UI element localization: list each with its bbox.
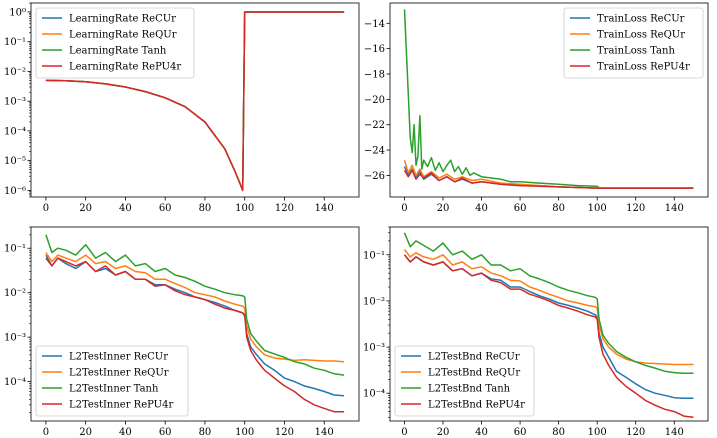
y-tick-label: −26 <box>364 171 385 182</box>
x-tick-label: 120 <box>275 203 294 214</box>
legend-frame <box>394 345 535 417</box>
legend-label: LearningRate RePU4r <box>69 62 181 73</box>
legend-label: L2TestBnd Tanh <box>428 384 511 395</box>
y-tick-label: 10⁻¹ <box>4 37 26 48</box>
y-tick-label: −20 <box>364 95 385 106</box>
x-tick-label: 120 <box>626 203 645 214</box>
legend: TrainLoss ReCUr TrainLoss ReQUr TrainLoss … <box>563 7 704 79</box>
x-tick-label: 120 <box>626 427 645 438</box>
legend-frame <box>35 345 189 417</box>
y-tick-label: 10⁻³ <box>4 97 26 108</box>
y-tick-label: −22 <box>364 120 385 131</box>
x-tick-label: 100 <box>588 203 607 214</box>
y-tick-label: 10⁻¹ <box>363 250 385 261</box>
series-line-2 <box>45 252 345 363</box>
y-tick-label: −16 <box>364 44 385 55</box>
series-line-4 <box>403 169 694 189</box>
chart-panel-2: 0 20 40 60 80 100 120 140 −26 −24 −22 −20 −18 −16 −14 T… <box>364 2 709 214</box>
series-line-3 <box>45 234 345 376</box>
legend: L2TestBnd ReCUr L2TestBnd ReQUr L2TestBnd … <box>394 345 535 417</box>
legend-label: L2TestInner Tanh <box>69 384 159 395</box>
y-tick-label: 10⁻² <box>4 67 26 78</box>
legend-label: TrainLoss ReCUr <box>597 14 685 25</box>
x-tick-label: 100 <box>235 203 254 214</box>
x-tick-label: 0 <box>43 203 49 214</box>
x-tick-label: 0 <box>43 427 49 438</box>
x-tick-label: 20 <box>437 203 450 214</box>
series-line-4 <box>45 11 345 192</box>
legend-label: L2TestBnd RePU4r <box>428 400 525 411</box>
legend-label: LearningRate Tanh <box>69 46 167 57</box>
chart-panel-1: 0 20 40 60 80 100 120 140 10⁻⁶ 10⁻⁵ 10⁻⁴ 10⁻³ 10⁻² 10… <box>4 2 360 214</box>
chart-panel-3: 0 20 40 60 80 100 120 140 10⁻⁴ 10⁻³ 10⁻² 10⁻¹ L2Test… <box>4 226 360 438</box>
legend-label: LearningRate ReQUr <box>69 30 177 41</box>
y-tick-label: 10⁻⁶ <box>4 186 26 197</box>
x-tick-label: 40 <box>475 427 488 438</box>
legend-label: TrainLoss ReQUr <box>597 30 685 41</box>
legend-label: L2TestInner ReCUr <box>69 352 168 363</box>
x-tick-label: 40 <box>119 203 132 214</box>
legend-label: L2TestInner RePU4r <box>69 400 173 411</box>
y-tick-label: 10⁻⁴ <box>363 389 385 400</box>
legend-label: LearningRate ReCUr <box>69 14 176 25</box>
series-line-3 <box>403 232 694 375</box>
x-tick-label: 20 <box>79 427 92 438</box>
series-line-4 <box>45 257 345 413</box>
x-tick-label: 80 <box>199 427 212 438</box>
x-tick-label: 140 <box>315 203 334 214</box>
y-tick-label: −18 <box>364 70 385 81</box>
y-tick-label: 10⁻⁴ <box>4 377 26 388</box>
x-tick-label: 60 <box>514 427 527 438</box>
legend-label: TrainLoss RePU4r <box>597 62 690 73</box>
legend-frame <box>35 7 195 79</box>
axes-frame <box>389 2 709 198</box>
y-tick-label: 10⁻² <box>363 296 385 307</box>
x-tick-label: 140 <box>315 427 334 438</box>
axes-frame <box>30 2 360 198</box>
legend: LearningRate ReCUr LearningRate ReQUr Lear… <box>35 7 195 79</box>
y-tick-label: 10⁻⁴ <box>4 126 26 137</box>
y-tick-label: 10⁻¹ <box>4 244 26 255</box>
y-tick-label: 10⁰ <box>9 7 26 18</box>
x-tick-label: 20 <box>437 427 450 438</box>
x-tick-label: 40 <box>119 427 132 438</box>
x-tick-label: 120 <box>275 427 294 438</box>
y-tick-label: 10⁻³ <box>4 333 26 344</box>
x-tick-label: 80 <box>552 203 565 214</box>
y-tick-label: −24 <box>364 146 385 157</box>
x-tick-label: 20 <box>79 203 92 214</box>
legend: L2TestInner ReCUr L2TestInner ReQUr L2Test… <box>35 345 189 417</box>
legend-label: L2TestInner ReQUr <box>69 368 169 379</box>
y-tick-label: 10⁻² <box>4 288 26 299</box>
x-tick-label: 60 <box>159 427 172 438</box>
legend-label: TrainLoss Tanh <box>597 46 675 57</box>
x-tick-label: 140 <box>665 203 684 214</box>
series-line-4 <box>403 254 694 419</box>
x-tick-label: 0 <box>401 203 407 214</box>
chart-panel-4: 0 20 40 60 80 100 120 140 10⁻⁴ 10⁻³ 10⁻² 10⁻¹ L2Test… <box>363 226 709 438</box>
axes-frame <box>389 226 709 422</box>
x-tick-label: 80 <box>199 203 212 214</box>
y-tick-label: 10⁻⁵ <box>4 156 26 167</box>
legend-label: L2TestBnd ReQUr <box>428 368 520 379</box>
series-line-3 <box>403 9 694 189</box>
x-tick-label: 60 <box>159 203 172 214</box>
x-tick-label: 100 <box>235 427 254 438</box>
x-tick-label: 40 <box>475 203 488 214</box>
legend-frame <box>563 7 704 79</box>
x-tick-label: 140 <box>665 427 684 438</box>
y-tick-label: −14 <box>364 19 385 30</box>
x-tick-label: 100 <box>588 427 607 438</box>
x-tick-label: 0 <box>401 427 407 438</box>
x-tick-label: 60 <box>514 203 527 214</box>
x-tick-label: 80 <box>552 427 565 438</box>
legend-label: L2TestBnd ReCUr <box>428 352 520 363</box>
y-tick-label: 10⁻³ <box>363 343 385 354</box>
